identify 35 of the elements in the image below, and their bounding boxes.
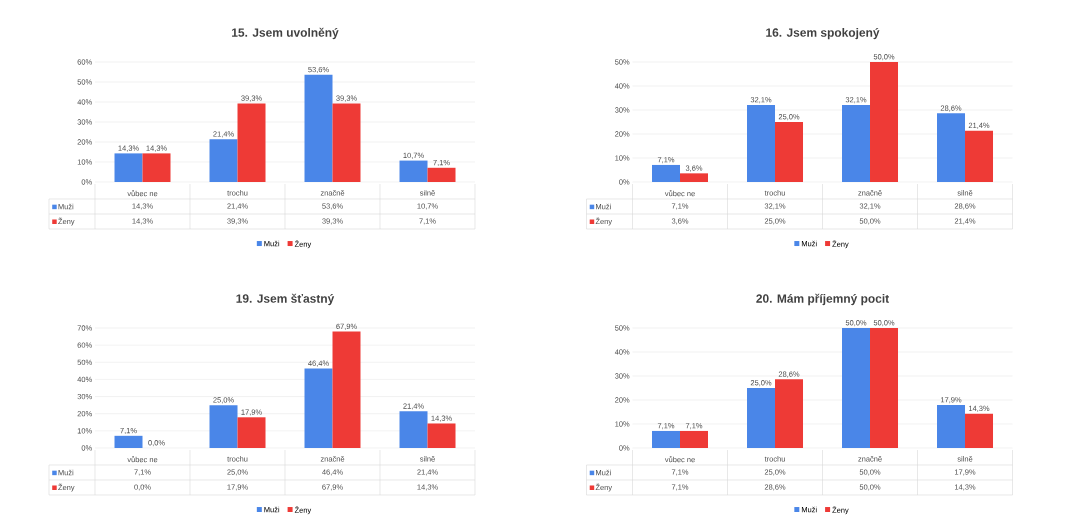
bar	[209, 139, 238, 182]
bar	[399, 160, 428, 182]
chart-title: 15. Jsem uvolněný	[232, 27, 339, 40]
bar	[937, 113, 966, 182]
bar	[652, 164, 681, 182]
bar	[842, 327, 871, 448]
chart-title: 20. Mám příjemný pocit	[756, 293, 890, 306]
bar	[142, 153, 171, 182]
bar	[965, 413, 994, 448]
bar	[304, 74, 333, 182]
bar	[332, 103, 361, 182]
bar	[237, 417, 266, 448]
chart-title: 19. Jsem šťastný	[236, 293, 335, 306]
bar	[237, 103, 266, 182]
bar	[870, 61, 899, 182]
chart-title: 16. Jsem spokojený	[766, 27, 880, 40]
bar	[842, 104, 871, 182]
bar	[427, 423, 456, 448]
bar	[937, 405, 966, 448]
bar	[870, 327, 899, 448]
bar	[680, 430, 709, 448]
bar	[747, 104, 776, 182]
bar	[114, 153, 143, 182]
bar	[652, 430, 681, 448]
bar	[114, 435, 143, 448]
bar	[775, 379, 804, 448]
bar	[332, 331, 361, 448]
bar	[965, 130, 994, 182]
bar	[427, 167, 456, 182]
bar	[304, 368, 333, 448]
bar	[775, 121, 804, 182]
bar	[209, 405, 238, 448]
bar	[399, 411, 428, 448]
bar	[747, 387, 776, 448]
bar	[680, 173, 709, 182]
